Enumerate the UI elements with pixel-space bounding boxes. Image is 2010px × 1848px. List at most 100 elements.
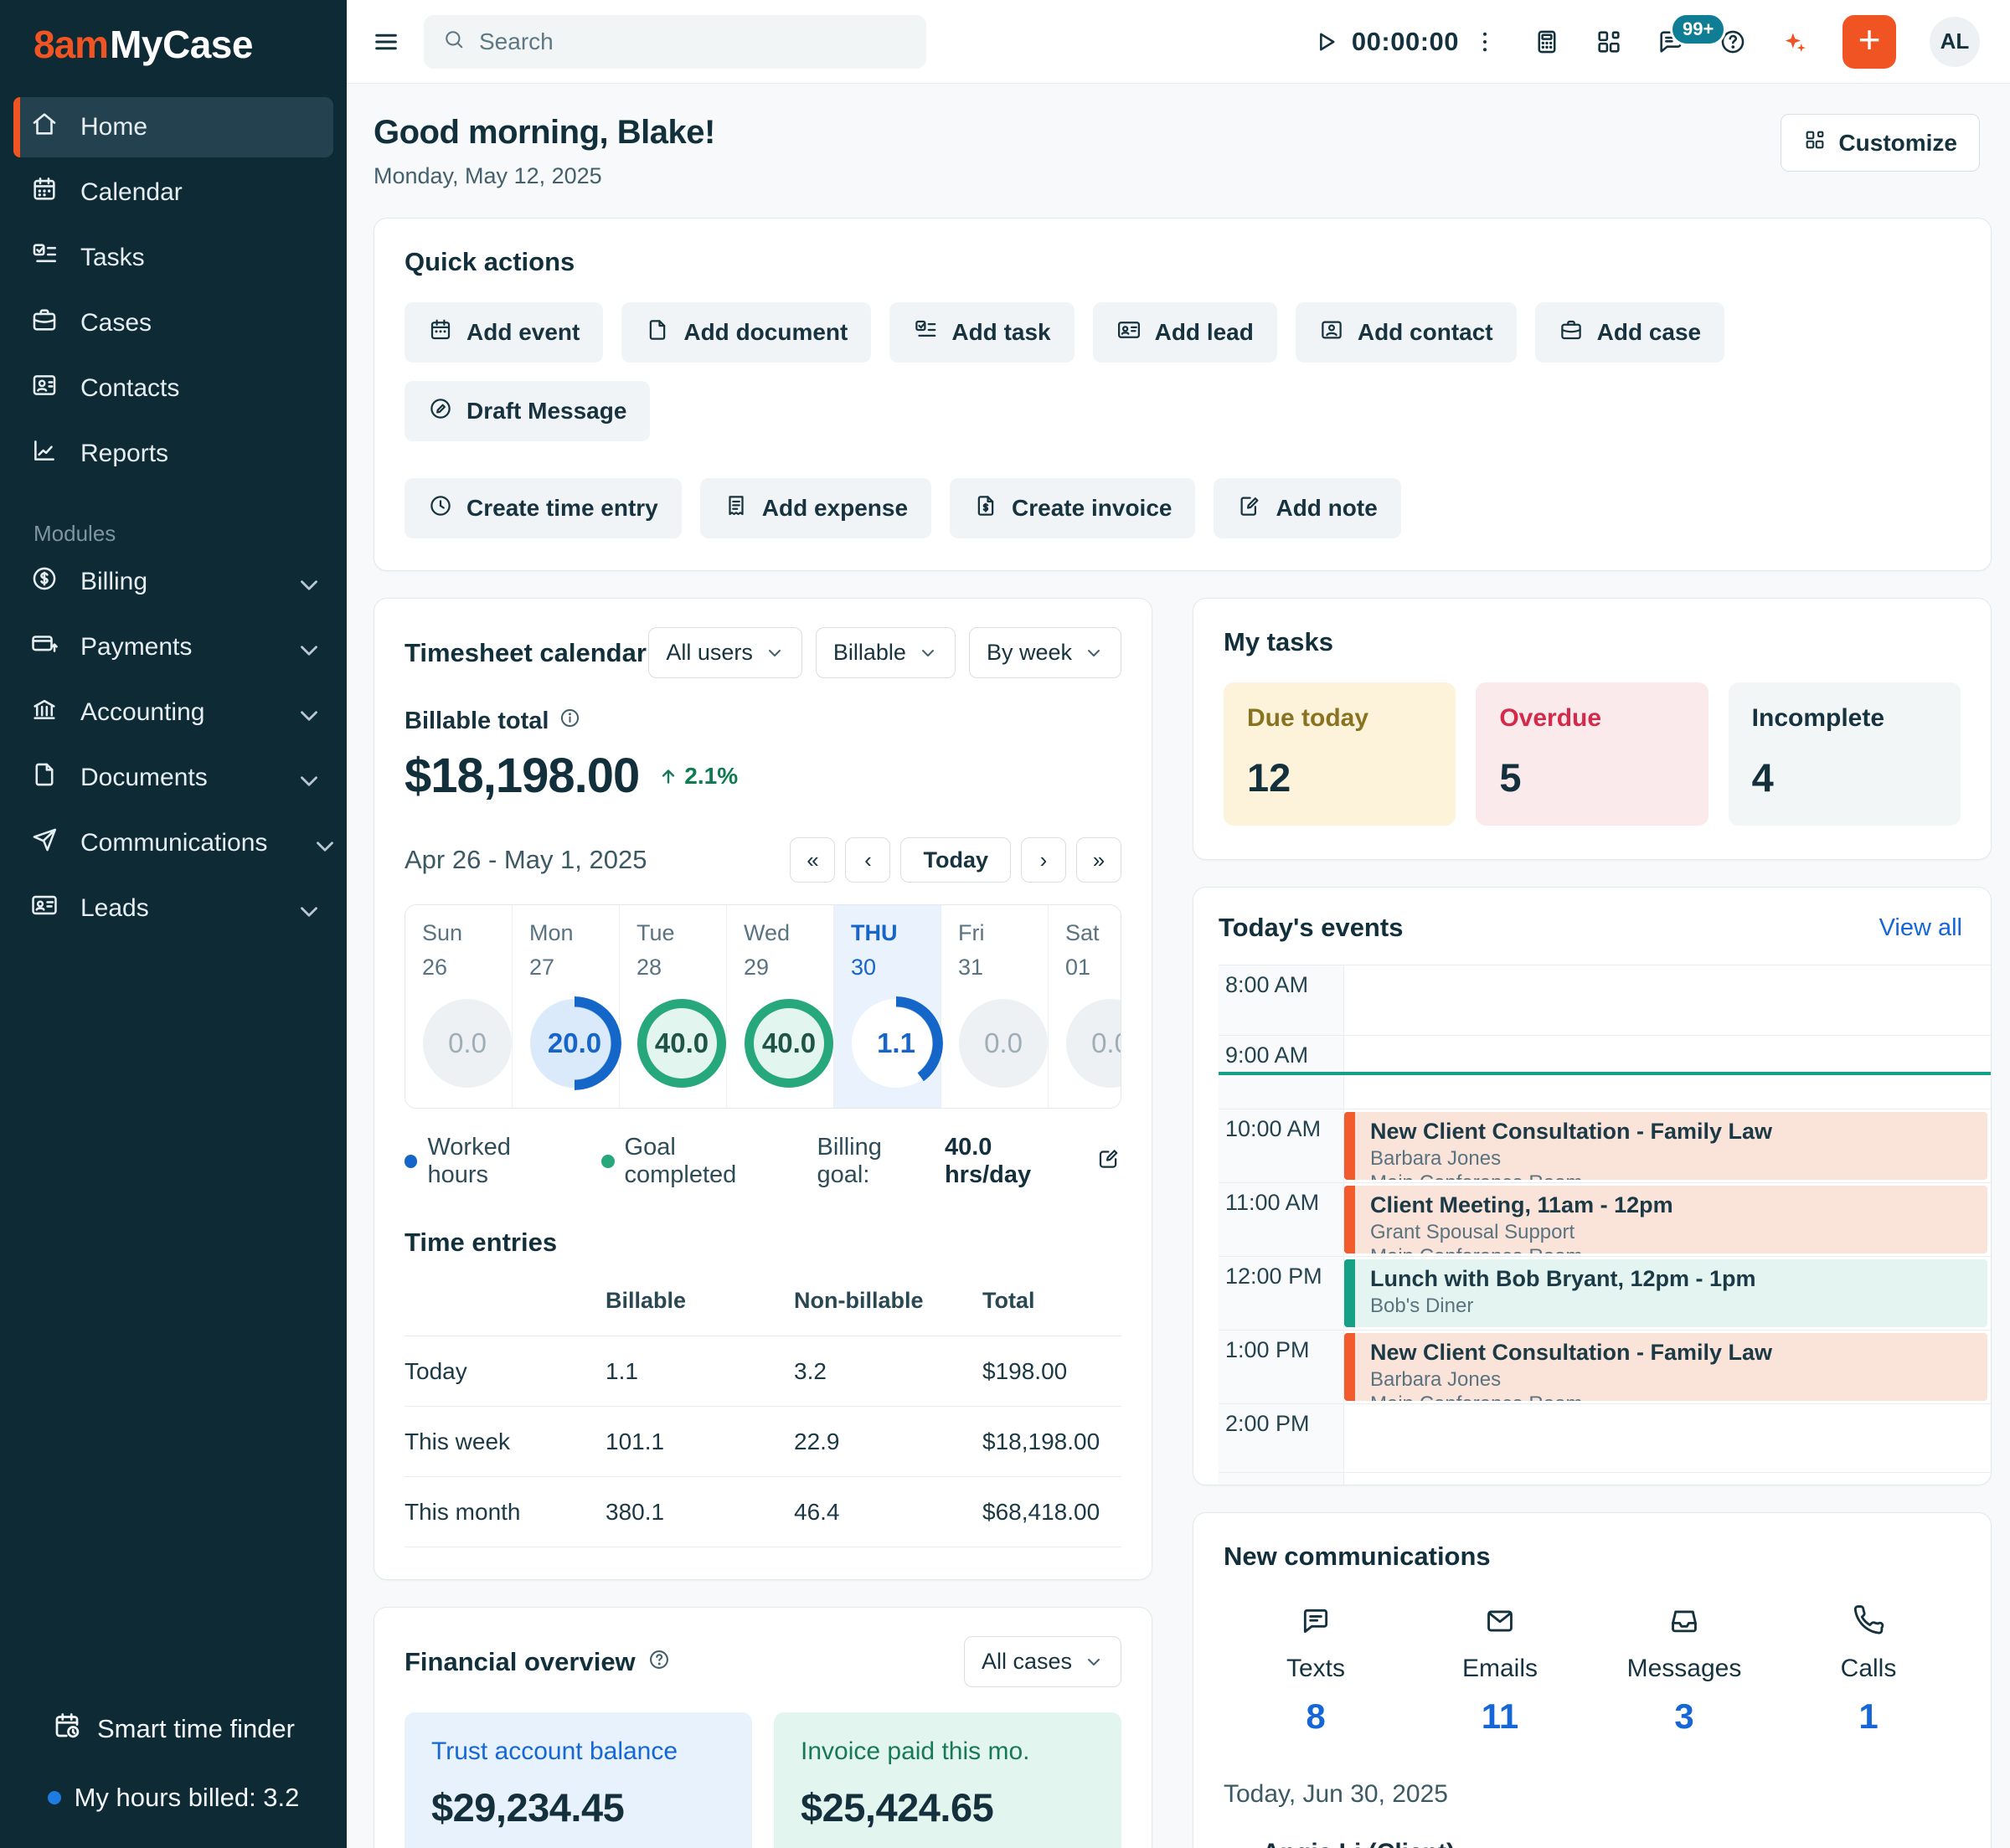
sidebar-item-tasks[interactable]: Tasks bbox=[13, 228, 333, 288]
app-logo[interactable]: 8am MyCase bbox=[0, 0, 347, 75]
day-cell-thu-today[interactable]: THU 30 1.1 bbox=[833, 905, 941, 1108]
calls-stat[interactable]: Calls 1 bbox=[1776, 1605, 1961, 1737]
add-note-button[interactable]: Add note bbox=[1214, 478, 1400, 538]
user-avatar[interactable]: AL bbox=[1930, 17, 1980, 67]
home-icon bbox=[30, 110, 59, 145]
day-cell-wed[interactable]: Wed 29 40.0 bbox=[726, 905, 833, 1108]
dollar-circle-icon bbox=[30, 564, 59, 600]
add-contact-button[interactable]: Add contact bbox=[1296, 302, 1517, 363]
global-search[interactable] bbox=[424, 15, 926, 69]
briefcase-icon bbox=[30, 306, 59, 341]
hours-circle: 0.0 bbox=[1066, 999, 1121, 1088]
calculator-button[interactable] bbox=[1533, 28, 1561, 56]
next-day-button[interactable]: › bbox=[1021, 837, 1066, 883]
add-new-button[interactable]: + bbox=[1842, 15, 1896, 69]
logo-8am: 8am bbox=[34, 22, 108, 67]
page-title: Good morning, Blake! bbox=[374, 114, 715, 152]
apps-grid-button[interactable] bbox=[1595, 28, 1623, 56]
edit-billing-goal-icon[interactable] bbox=[1096, 1145, 1121, 1177]
search-input[interactable] bbox=[479, 28, 908, 55]
add-case-button[interactable]: Add case bbox=[1535, 302, 1725, 363]
sidebar-item-home[interactable]: Home bbox=[13, 97, 333, 157]
sidebar-item-cases[interactable]: Cases bbox=[13, 293, 333, 353]
sidebar-item-accounting[interactable]: Accounting bbox=[13, 682, 333, 743]
payments-icon bbox=[30, 630, 59, 665]
sidebar-item-leads[interactable]: Leads bbox=[13, 878, 333, 939]
event-color-bar bbox=[1344, 1112, 1355, 1180]
contact-card-icon bbox=[1319, 317, 1344, 348]
sidebar-item-calendar[interactable]: Calendar bbox=[13, 162, 333, 223]
info-icon[interactable] bbox=[559, 707, 581, 736]
today-button[interactable]: Today bbox=[900, 837, 1011, 883]
sidebar-item-payments[interactable]: Payments bbox=[13, 617, 333, 677]
day-cell-mon[interactable]: Mon 27 20.0 bbox=[512, 905, 619, 1108]
event-item[interactable]: New Client Consultation - Family Law Bar… bbox=[1344, 1112, 1987, 1180]
add-event-button[interactable]: Add event bbox=[405, 302, 603, 363]
smart-time-finder-label: Smart time finder bbox=[97, 1714, 295, 1744]
ai-sparkle-button[interactable] bbox=[1781, 28, 1809, 56]
event-item[interactable]: Client Meeting, 11am - 12pm Grant Spousa… bbox=[1344, 1186, 1987, 1253]
chevron-down-icon bbox=[295, 767, 317, 789]
users-filter-dropdown[interactable]: All users bbox=[648, 627, 802, 678]
sidebar-item-label: Cases bbox=[80, 309, 152, 337]
id-badge-icon bbox=[1116, 317, 1142, 348]
prev-day-button[interactable]: ‹ bbox=[845, 837, 890, 883]
legend-worked-hours: Worked hours bbox=[405, 1134, 573, 1189]
text-bubble-icon bbox=[1300, 1605, 1332, 1641]
day-cell-fri[interactable]: Fri 31 0.0 bbox=[941, 905, 1048, 1108]
sidebar-item-reports[interactable]: Reports bbox=[13, 424, 333, 484]
overdue-tile[interactable]: Overdue 5 bbox=[1476, 682, 1708, 826]
draft-message-button[interactable]: Draft Message bbox=[405, 381, 650, 441]
timer-kebab-menu[interactable] bbox=[1471, 28, 1499, 56]
incomplete-tile[interactable]: Incomplete 4 bbox=[1729, 682, 1961, 826]
sidebar-item-documents[interactable]: Documents bbox=[13, 748, 333, 808]
period-filter-dropdown[interactable]: By week bbox=[969, 627, 1121, 678]
add-document-button[interactable]: Add document bbox=[621, 302, 871, 363]
texts-stat[interactable]: Texts 8 bbox=[1224, 1605, 1408, 1737]
chevron-down-icon bbox=[311, 832, 332, 854]
cases-filter-dropdown[interactable]: All cases bbox=[964, 1636, 1121, 1687]
todays-events-card: Today's events View all 8:00 AM 9:00 AM … bbox=[1193, 887, 1992, 1485]
timer-play-button[interactable] bbox=[1312, 28, 1340, 56]
tasks-icon bbox=[30, 240, 59, 275]
help-circle-icon[interactable] bbox=[647, 1648, 671, 1676]
customize-button[interactable]: Customize bbox=[1781, 114, 1980, 172]
create-time-entry-button[interactable]: Create time entry bbox=[405, 478, 682, 538]
add-lead-button[interactable]: Add lead bbox=[1093, 302, 1277, 363]
messages-stat[interactable]: Messages 3 bbox=[1592, 1605, 1776, 1737]
event-item[interactable]: Lunch with Bob Bryant, 12pm - 1pm Bob's … bbox=[1344, 1259, 1987, 1327]
next-week-button[interactable]: » bbox=[1076, 837, 1121, 883]
prev-week-button[interactable]: « bbox=[790, 837, 835, 883]
sidebar-item-communications[interactable]: Communications bbox=[13, 813, 333, 873]
communication-item[interactable]: Angie Li (Client) 12:30 PM Angie test ca… bbox=[1224, 1839, 1961, 1848]
sidebar-item-label: Communications bbox=[80, 829, 267, 857]
blue-dot-icon bbox=[48, 1791, 61, 1804]
view-all-link[interactable]: View all bbox=[1879, 914, 1962, 942]
time-entries-table: Billable Non-billable Total Today 1.1 3.… bbox=[405, 1266, 1121, 1547]
billable-filter-dropdown[interactable]: Billable bbox=[816, 627, 956, 678]
smart-time-finder-button[interactable]: Smart time finder bbox=[52, 1711, 295, 1748]
add-task-button[interactable]: Add task bbox=[889, 302, 1074, 363]
sidebar-item-billing[interactable]: Billing bbox=[13, 552, 333, 612]
events-grid: 8:00 AM 9:00 AM 10:00 AM New Client Cons… bbox=[1219, 965, 1991, 1485]
sidebar-item-label: Leads bbox=[80, 894, 149, 923]
sidebar-item-label: Documents bbox=[80, 764, 208, 792]
legend-goal-completed: Goal completed bbox=[601, 1134, 788, 1189]
hours-circle: 40.0 bbox=[745, 999, 833, 1088]
hours-circle: 20.0 bbox=[530, 999, 619, 1088]
column-header: Total bbox=[982, 1288, 1121, 1314]
hamburger-menu-button[interactable] bbox=[372, 28, 400, 56]
sidebar-item-label: Payments bbox=[80, 633, 192, 661]
day-cell-tue[interactable]: Tue 28 40.0 bbox=[619, 905, 726, 1108]
create-invoice-button[interactable]: Create invoice bbox=[950, 478, 1195, 538]
add-expense-button[interactable]: Add expense bbox=[700, 478, 931, 538]
day-cell-sun[interactable]: Sun 26 0.0 bbox=[405, 905, 512, 1108]
emails-stat[interactable]: Emails 11 bbox=[1408, 1605, 1592, 1737]
task-checklist-icon bbox=[913, 317, 938, 348]
timer-value: 00:00:00 bbox=[1352, 27, 1459, 57]
due-today-tile[interactable]: Due today 12 bbox=[1224, 682, 1456, 826]
main-content: Good morning, Blake! Monday, May 12, 202… bbox=[347, 84, 2010, 1848]
sidebar-item-contacts[interactable]: Contacts bbox=[13, 358, 333, 419]
day-cell-sat[interactable]: Sat 01 0.0 bbox=[1048, 905, 1121, 1108]
event-item[interactable]: New Client Consultation - Family Law Bar… bbox=[1344, 1333, 1987, 1401]
